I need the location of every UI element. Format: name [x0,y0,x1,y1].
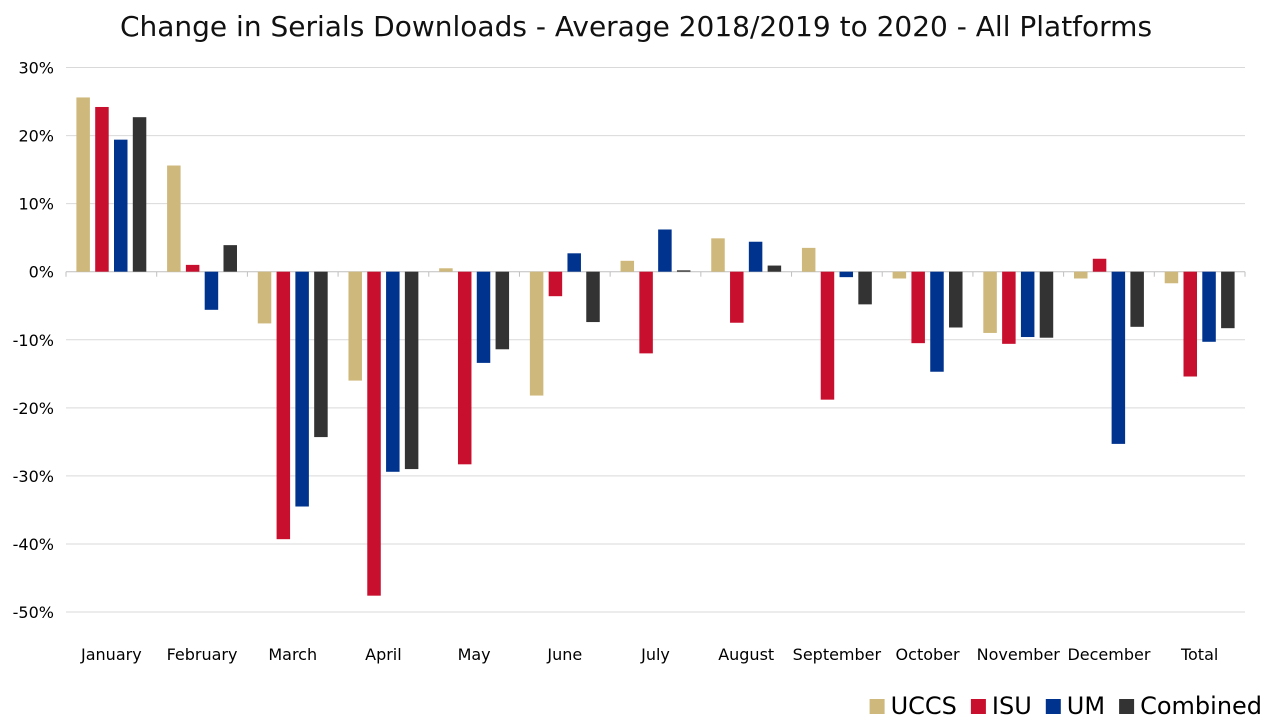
bar-isu-september [820,271,835,400]
bar-isu-april [367,271,381,596]
x-tick-label: December [1067,645,1150,664]
bar-isu-november [1002,271,1016,344]
bar-isu-july [639,271,653,354]
bar-isu-august [730,271,744,323]
y-axis: 30% 20% 10% 0% -10% -20% -30% -40% -50% [13,59,54,623]
bar-uccs-december [1074,271,1088,279]
bar-uccs-april [348,271,362,381]
bar-combined-september [858,271,872,305]
bar-combined-total [1221,271,1235,329]
bar-combined-march [314,271,328,438]
bar-uccs-total [1164,271,1179,284]
bar-combined-december [1130,271,1144,327]
legend-label: Combined [1140,692,1262,720]
bar-combined-february [223,245,237,272]
bar-combined-may [495,271,510,350]
legend-label: UCCS [891,692,957,720]
legend: UCCS ISU UM Combined [869,692,1262,720]
y-tick-label: 0% [29,263,54,282]
bar-uccs-july [620,260,635,272]
legend-swatch [970,699,986,714]
x-tick-label: May [458,645,491,664]
legend-item-um: UM [1045,692,1105,720]
y-tick-label: -20% [13,399,54,418]
legend-item-uccs: UCCS [869,692,957,720]
bar-uccs-march [257,271,272,324]
chart-title: Change in Serials Downloads - Average 20… [119,10,1153,43]
bar-combined-july [676,270,691,272]
bar-uccs-november [983,271,997,333]
bar-uccs-june [529,271,544,396]
x-tick-label: Total [1180,645,1218,664]
x-tick-label: June [546,645,582,664]
bar-combined-october [949,271,963,328]
bar-isu-october [911,271,925,344]
x-axis: January February March April May June July Augu… [80,645,1218,664]
y-tick-label: 30% [18,59,54,78]
bar-combined-august [767,265,782,272]
legend-swatch [869,699,885,714]
x-tick-label: January [80,645,142,664]
bar-um-june [567,253,581,272]
x-tick-label: April [365,645,402,664]
y-tick-label: -50% [13,603,54,622]
bars-layer [76,97,1235,596]
bar-um-september [839,271,854,278]
bar-uccs-may [439,268,453,272]
bar-um-january [114,139,128,272]
bar-um-december [1111,271,1126,444]
bar-combined-june [586,271,600,323]
bar-uccs-august [711,238,725,272]
x-tick-label: February [167,645,238,664]
grid-layer [65,67,1246,613]
legend-swatch [1045,699,1061,714]
x-tick-label: September [793,645,882,664]
bar-combined-april [404,271,419,470]
bar-um-february [204,271,219,310]
bar-uccs-february [167,165,181,272]
y-tick-label: -30% [13,467,54,486]
x-tick-label: August [718,645,774,664]
y-tick-label: 20% [18,127,54,146]
bar-um-total [1202,271,1216,342]
bar-um-october [930,271,944,372]
bar-um-november [1020,271,1035,338]
x-tick-label: October [896,645,960,664]
y-tick-label: -10% [13,331,54,350]
legend-swatch [1119,699,1135,714]
bar-isu-march [276,271,291,540]
bar-isu-january [95,106,109,272]
legend-item-isu: ISU [970,692,1032,720]
x-tick-label: November [977,645,1061,664]
bar-isu-february [185,264,200,272]
bar-um-may [476,271,491,363]
bar-isu-june [548,271,563,297]
bar-uccs-january [76,97,90,272]
legend-item-combined: Combined [1119,692,1262,720]
bar-combined-november [1039,271,1054,338]
bar-um-march [295,271,309,507]
bar-combined-january [132,117,147,272]
y-tick-label: -40% [13,535,54,554]
x-tick-label: March [268,645,317,664]
bar-uccs-october [892,271,907,279]
legend-label: ISU [992,692,1032,720]
y-tick-label: 10% [18,195,54,214]
bar-um-april [386,271,400,472]
bar-isu-may [457,271,472,465]
bar-isu-december [1092,258,1107,272]
bar-uccs-september [801,247,816,272]
legend-label: UM [1067,692,1105,720]
bar-isu-total [1183,271,1197,377]
bar-um-july [658,229,672,272]
x-tick-label: July [640,645,670,664]
bar-um-august [748,241,763,272]
